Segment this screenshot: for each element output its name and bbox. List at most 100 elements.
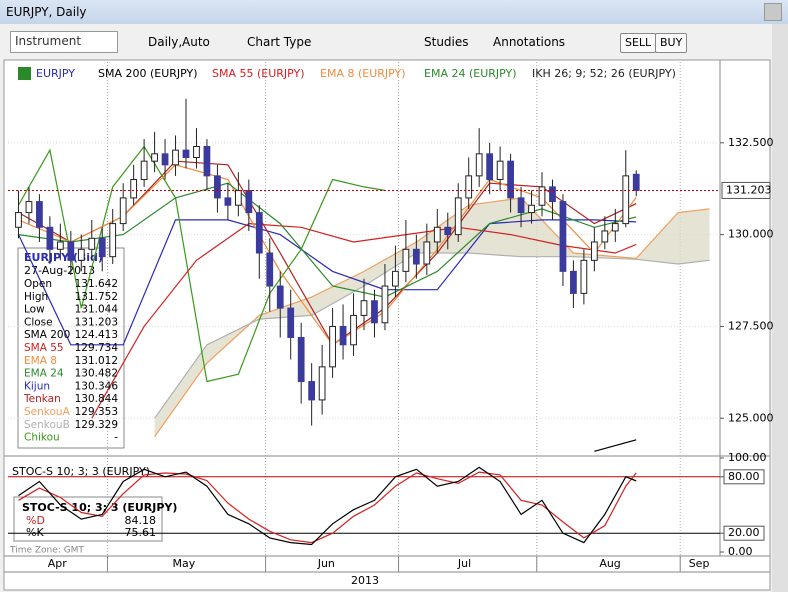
info-panel bbox=[17, 247, 125, 449]
info-value: 131.203 bbox=[75, 316, 118, 328]
info-value: 129.329 bbox=[75, 419, 118, 431]
candle-body bbox=[392, 270, 399, 287]
candle-body bbox=[214, 175, 221, 199]
candle-body bbox=[287, 307, 295, 338]
candle-body bbox=[454, 197, 462, 236]
scale-button[interactable]: Auto bbox=[182, 35, 210, 49]
studies-button[interactable]: Studies bbox=[424, 35, 469, 49]
legend-item: EMA 24 (EURJPY) bbox=[424, 67, 517, 80]
info-value: 129.353 bbox=[75, 406, 118, 418]
window-title: EURJPY, Daily bbox=[6, 5, 87, 19]
y-tick-label: 100.00 bbox=[728, 451, 767, 464]
y-tick-label: 80.00 bbox=[728, 470, 760, 483]
indicator-line bbox=[594, 439, 637, 452]
legend-item: IKH 26; 9; 52; 26 (EURJPY) bbox=[532, 67, 676, 80]
candle-body bbox=[46, 226, 54, 250]
y-tick-label: 127.500 bbox=[728, 319, 774, 332]
candle-body bbox=[412, 248, 420, 265]
info-value: - bbox=[114, 432, 118, 444]
x-tick-label: Jun bbox=[317, 557, 335, 570]
candle-body bbox=[496, 160, 504, 181]
candle-body bbox=[580, 259, 588, 294]
candle-body bbox=[67, 241, 75, 261]
x-tick-label: Sep bbox=[689, 557, 710, 570]
candle-body bbox=[475, 153, 483, 177]
candle-body bbox=[486, 153, 494, 181]
indicator-line bbox=[91, 222, 637, 419]
info-label: Tenkan bbox=[23, 393, 61, 405]
instrument-input[interactable]: Instrument bbox=[10, 31, 118, 53]
candle-body bbox=[98, 237, 106, 258]
candle-body bbox=[297, 336, 305, 383]
info-value: 131.044 bbox=[75, 304, 119, 316]
scrollbar[interactable] bbox=[772, 24, 788, 592]
candle-body bbox=[77, 248, 85, 261]
info-value: 131.752 bbox=[75, 291, 118, 303]
instrument-placeholder: Instrument bbox=[15, 34, 82, 48]
candle-body bbox=[339, 325, 347, 346]
close-button[interactable] bbox=[764, 3, 782, 21]
candle-body bbox=[245, 190, 253, 214]
candle-body bbox=[130, 179, 138, 199]
info-value: 130.844 bbox=[75, 393, 119, 405]
legend-item: SMA 55 (EURJPY) bbox=[212, 67, 305, 80]
stoch-line bbox=[18, 471, 637, 544]
candle-body bbox=[559, 201, 567, 272]
candle-body bbox=[276, 285, 284, 309]
candle-body bbox=[56, 241, 64, 250]
info-value: 130.482 bbox=[75, 368, 118, 380]
info-value: 131.642 bbox=[75, 278, 118, 290]
info-label: SenkouB bbox=[24, 419, 70, 431]
last-price-box bbox=[721, 181, 771, 199]
chart-type-button[interactable]: Chart Type bbox=[247, 35, 312, 49]
info-label: Close bbox=[24, 316, 53, 328]
candle-body bbox=[381, 285, 389, 324]
info-label: Open bbox=[24, 278, 52, 290]
info-label: EMA 24 bbox=[24, 368, 64, 380]
buy-button[interactable]: BUY bbox=[655, 33, 688, 53]
candle-body bbox=[601, 230, 609, 243]
candle-body bbox=[507, 160, 514, 199]
candle-body bbox=[611, 223, 619, 232]
stoch-info-label: %K bbox=[26, 526, 44, 539]
info-label: SenkouA bbox=[24, 406, 71, 418]
x-tick-label: Apr bbox=[48, 557, 68, 570]
info-label: Low bbox=[24, 304, 45, 316]
candle-body bbox=[255, 212, 263, 254]
candle-body bbox=[444, 226, 452, 236]
candle-body bbox=[517, 197, 525, 214]
candle-body bbox=[622, 175, 630, 225]
ikh-chikou bbox=[17, 145, 385, 383]
candle-body bbox=[88, 237, 96, 250]
info-label: Chikou bbox=[24, 432, 60, 444]
title-bar: EURJPY, Daily bbox=[0, 0, 788, 24]
info-value: 131.012 bbox=[75, 355, 118, 367]
instrument-icon bbox=[18, 67, 31, 80]
stoch-line bbox=[18, 466, 637, 546]
y-tick-label: 0.00 bbox=[728, 545, 753, 558]
annotations-button[interactable]: Annotations bbox=[493, 35, 566, 49]
candle-body bbox=[465, 175, 473, 199]
candle-body bbox=[25, 201, 33, 214]
legend-item: SMA 200 (EURJPY) bbox=[98, 67, 198, 80]
info-label: High bbox=[24, 291, 48, 303]
candle-body bbox=[538, 186, 546, 206]
stoch-info-value: 84.18 bbox=[125, 514, 157, 527]
candle-body bbox=[308, 381, 316, 401]
info-title: EURJPY (Bid) bbox=[24, 251, 103, 264]
time-zone: Time Zone: GMT bbox=[9, 546, 84, 556]
candle-body bbox=[119, 197, 127, 225]
candle-body bbox=[570, 270, 577, 294]
info-value: 130.346 bbox=[75, 380, 119, 392]
y-tick-label: 132.500 bbox=[728, 136, 774, 149]
toolbar: Instrument Daily, Auto Chart Type Studie… bbox=[0, 26, 770, 58]
stoch-info-title: STOC-S 10; 3; 3 (EURJPY) bbox=[22, 501, 177, 514]
period-button[interactable]: Daily, bbox=[148, 35, 183, 49]
last-price-label: 131.203 bbox=[726, 183, 772, 196]
candle-body bbox=[433, 226, 441, 243]
info-value: 124.413 bbox=[75, 329, 118, 341]
candle-body bbox=[360, 300, 368, 316]
info-value: 129.734 bbox=[75, 342, 119, 354]
